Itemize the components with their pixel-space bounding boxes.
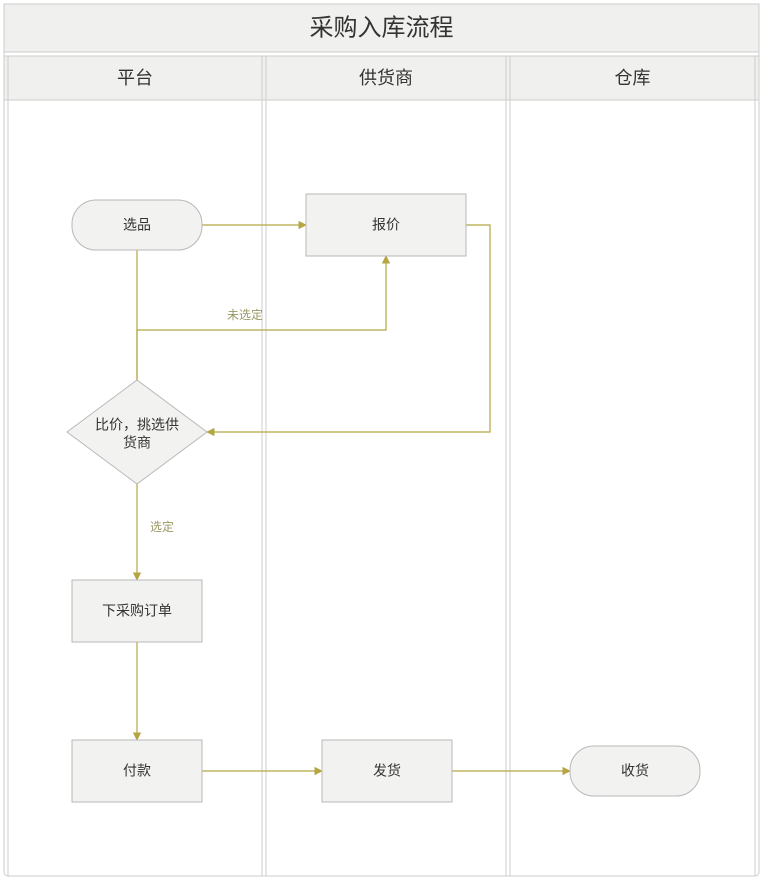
lane-title-platform: 平台 bbox=[117, 68, 153, 88]
diagram-title: 采购入库流程 bbox=[310, 14, 454, 41]
node-label-quote: 报价 bbox=[372, 217, 400, 233]
lane-title-supplier: 供货商 bbox=[359, 68, 413, 88]
swimlane-diagram: 采购入库流程平台 供货商 仓库未选定选定 选品 报价比价，挑选供货商下采购订单付款 发货 收… bbox=[0, 0, 763, 880]
node-label-compare-line2: 货商 bbox=[123, 435, 151, 451]
node-label-receive: 收货 bbox=[621, 763, 649, 779]
node-label-compare-line1: 比价，挑选供 bbox=[95, 417, 179, 433]
node-label-select: 选品 bbox=[123, 217, 151, 233]
edge-label-e4: 未选定 bbox=[227, 307, 263, 322]
node-label-pay: 付款 bbox=[123, 763, 151, 779]
diagram-svg: 采购入库流程平台 供货商 仓库未选定选定 选品 报价比价，挑选供货商下采购订单付款 发货 收… bbox=[0, 0, 763, 880]
edge-label-e5: 选定 bbox=[150, 519, 174, 534]
node-label-order: 下采购订单 bbox=[102, 603, 172, 619]
lane-title-warehouse: 仓库 bbox=[615, 68, 651, 88]
node-label-ship: 发货 bbox=[373, 763, 401, 779]
